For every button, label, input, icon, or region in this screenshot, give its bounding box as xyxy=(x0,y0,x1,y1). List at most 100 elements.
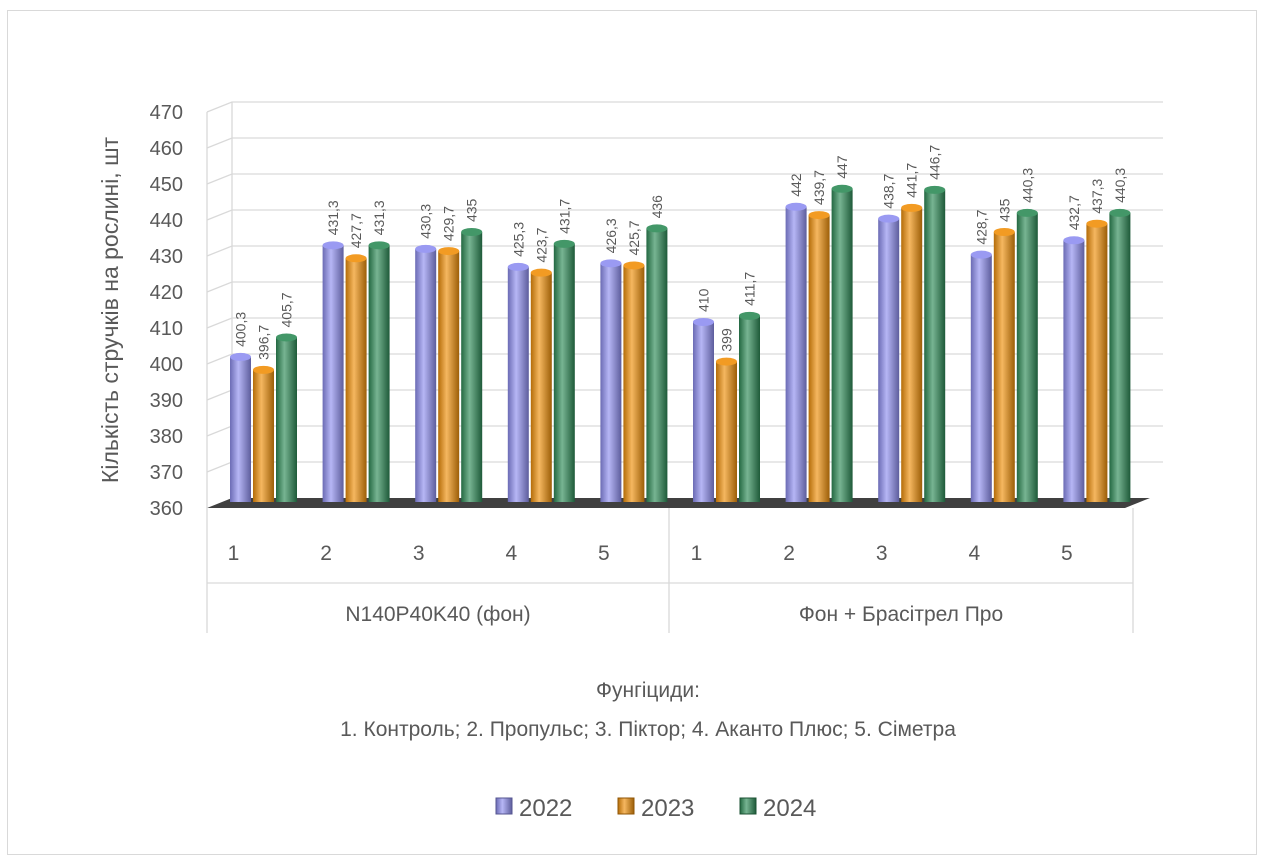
data-label: 431,3 xyxy=(325,200,341,235)
legend-item: 2022 xyxy=(495,795,572,822)
y-tick-label: 420 xyxy=(150,282,183,304)
bar-top xyxy=(646,224,668,233)
bar xyxy=(716,357,737,502)
bar-body xyxy=(646,228,668,502)
data-label: 399 xyxy=(719,328,735,352)
group-label: N140P40K40 (фон) xyxy=(345,603,530,626)
bar-top xyxy=(716,357,737,366)
data-label: 441,7 xyxy=(904,163,920,198)
data-label: 425,7 xyxy=(626,220,642,255)
bar-top xyxy=(1063,236,1085,245)
bar-body xyxy=(785,206,807,503)
x-tick-label: 2 xyxy=(783,542,795,565)
gridline xyxy=(206,101,1163,113)
bar-body xyxy=(415,248,437,502)
bar xyxy=(253,365,274,502)
bar xyxy=(322,241,344,502)
bar-top xyxy=(600,259,622,268)
bar-top xyxy=(461,228,483,236)
y-tick-label: 400 xyxy=(150,354,183,376)
data-label: 437,3 xyxy=(1089,178,1105,213)
data-label: 447 xyxy=(834,155,850,179)
x-tick-label: 5 xyxy=(1061,542,1073,565)
bar-body xyxy=(1016,212,1038,503)
data-label: 440,3 xyxy=(1112,168,1128,203)
x-axis: 1 2 3 4 5 N140P40K40 (фон) 1 2 3 4 5 Фон + Брасітре… xyxy=(206,508,1134,633)
bar-body xyxy=(345,258,367,502)
bar xyxy=(993,228,1015,502)
bars xyxy=(230,184,1131,503)
bar xyxy=(276,333,297,502)
bar-body xyxy=(553,243,575,502)
bar-body xyxy=(739,315,760,502)
data-label: 442 xyxy=(788,173,804,197)
bar-top xyxy=(553,239,575,248)
y-tick-label: 360 xyxy=(150,498,183,520)
bar xyxy=(1063,236,1085,502)
y-axis-title: Кількість стручків на рослині, шт xyxy=(97,136,123,483)
data-label: 436 xyxy=(649,195,665,219)
bar-top xyxy=(878,214,900,223)
data-label: 410 xyxy=(696,288,712,312)
legend: 2022 2023 2024 xyxy=(495,795,816,822)
bar xyxy=(924,185,946,502)
bar-body xyxy=(831,188,853,503)
bar xyxy=(461,228,483,502)
bar-body xyxy=(901,207,923,502)
bar xyxy=(785,202,807,503)
bar-body xyxy=(507,266,529,502)
data-label: 432,7 xyxy=(1066,195,1082,230)
x-tick-label: 3 xyxy=(876,542,888,565)
bar-top xyxy=(507,262,529,271)
bar-top xyxy=(438,247,460,256)
bar-body xyxy=(993,232,1015,502)
bar xyxy=(415,244,437,502)
bar-top xyxy=(415,244,437,253)
bar-body xyxy=(438,251,460,502)
data-label: 423,7 xyxy=(533,227,549,262)
bar-body xyxy=(530,272,552,502)
y-tick-label: 440 xyxy=(150,210,183,232)
data-labels: 400,3 396,7 405,7 431,3 427,7 431,3 430,3 429,7… xyxy=(233,145,1128,360)
bar-body xyxy=(924,189,946,502)
bar-body xyxy=(461,232,483,502)
bar-body xyxy=(322,245,344,502)
bar xyxy=(970,250,992,502)
x-tick-label: 4 xyxy=(505,542,517,565)
bar-body xyxy=(1109,212,1131,503)
bar xyxy=(878,214,900,502)
bar-top xyxy=(368,241,390,250)
bar-body xyxy=(1086,223,1108,502)
bar xyxy=(1086,219,1108,502)
x-tick-label: 1 xyxy=(691,542,703,565)
bar xyxy=(368,241,390,502)
bar xyxy=(623,261,645,502)
data-label: 396,7 xyxy=(256,325,272,360)
bar xyxy=(600,259,622,502)
bar-top xyxy=(831,184,853,193)
legend-item: 2024 xyxy=(739,795,816,822)
legend-swatch xyxy=(617,797,635,815)
legend-label: 2022 xyxy=(519,795,572,822)
bar-top xyxy=(901,203,923,212)
bar xyxy=(530,268,552,502)
data-label: 428,7 xyxy=(973,209,989,244)
data-label: 435 xyxy=(464,198,480,222)
bar-top xyxy=(993,228,1015,236)
bar xyxy=(1109,208,1131,503)
bar-body xyxy=(808,215,830,502)
bar-top xyxy=(739,311,760,320)
bar-top xyxy=(345,254,367,263)
bar-body xyxy=(1063,240,1085,502)
y-tick-label: 410 xyxy=(150,318,183,340)
bar-top xyxy=(1086,219,1108,228)
bar-top xyxy=(276,333,297,342)
bar xyxy=(1016,208,1038,503)
bar-body xyxy=(276,337,297,502)
bar-top xyxy=(970,250,992,259)
data-label: 425,3 xyxy=(510,222,526,257)
data-label: 435 xyxy=(996,198,1012,222)
bar-top xyxy=(785,202,807,211)
bar-top xyxy=(530,268,552,277)
bar-top xyxy=(693,318,714,326)
